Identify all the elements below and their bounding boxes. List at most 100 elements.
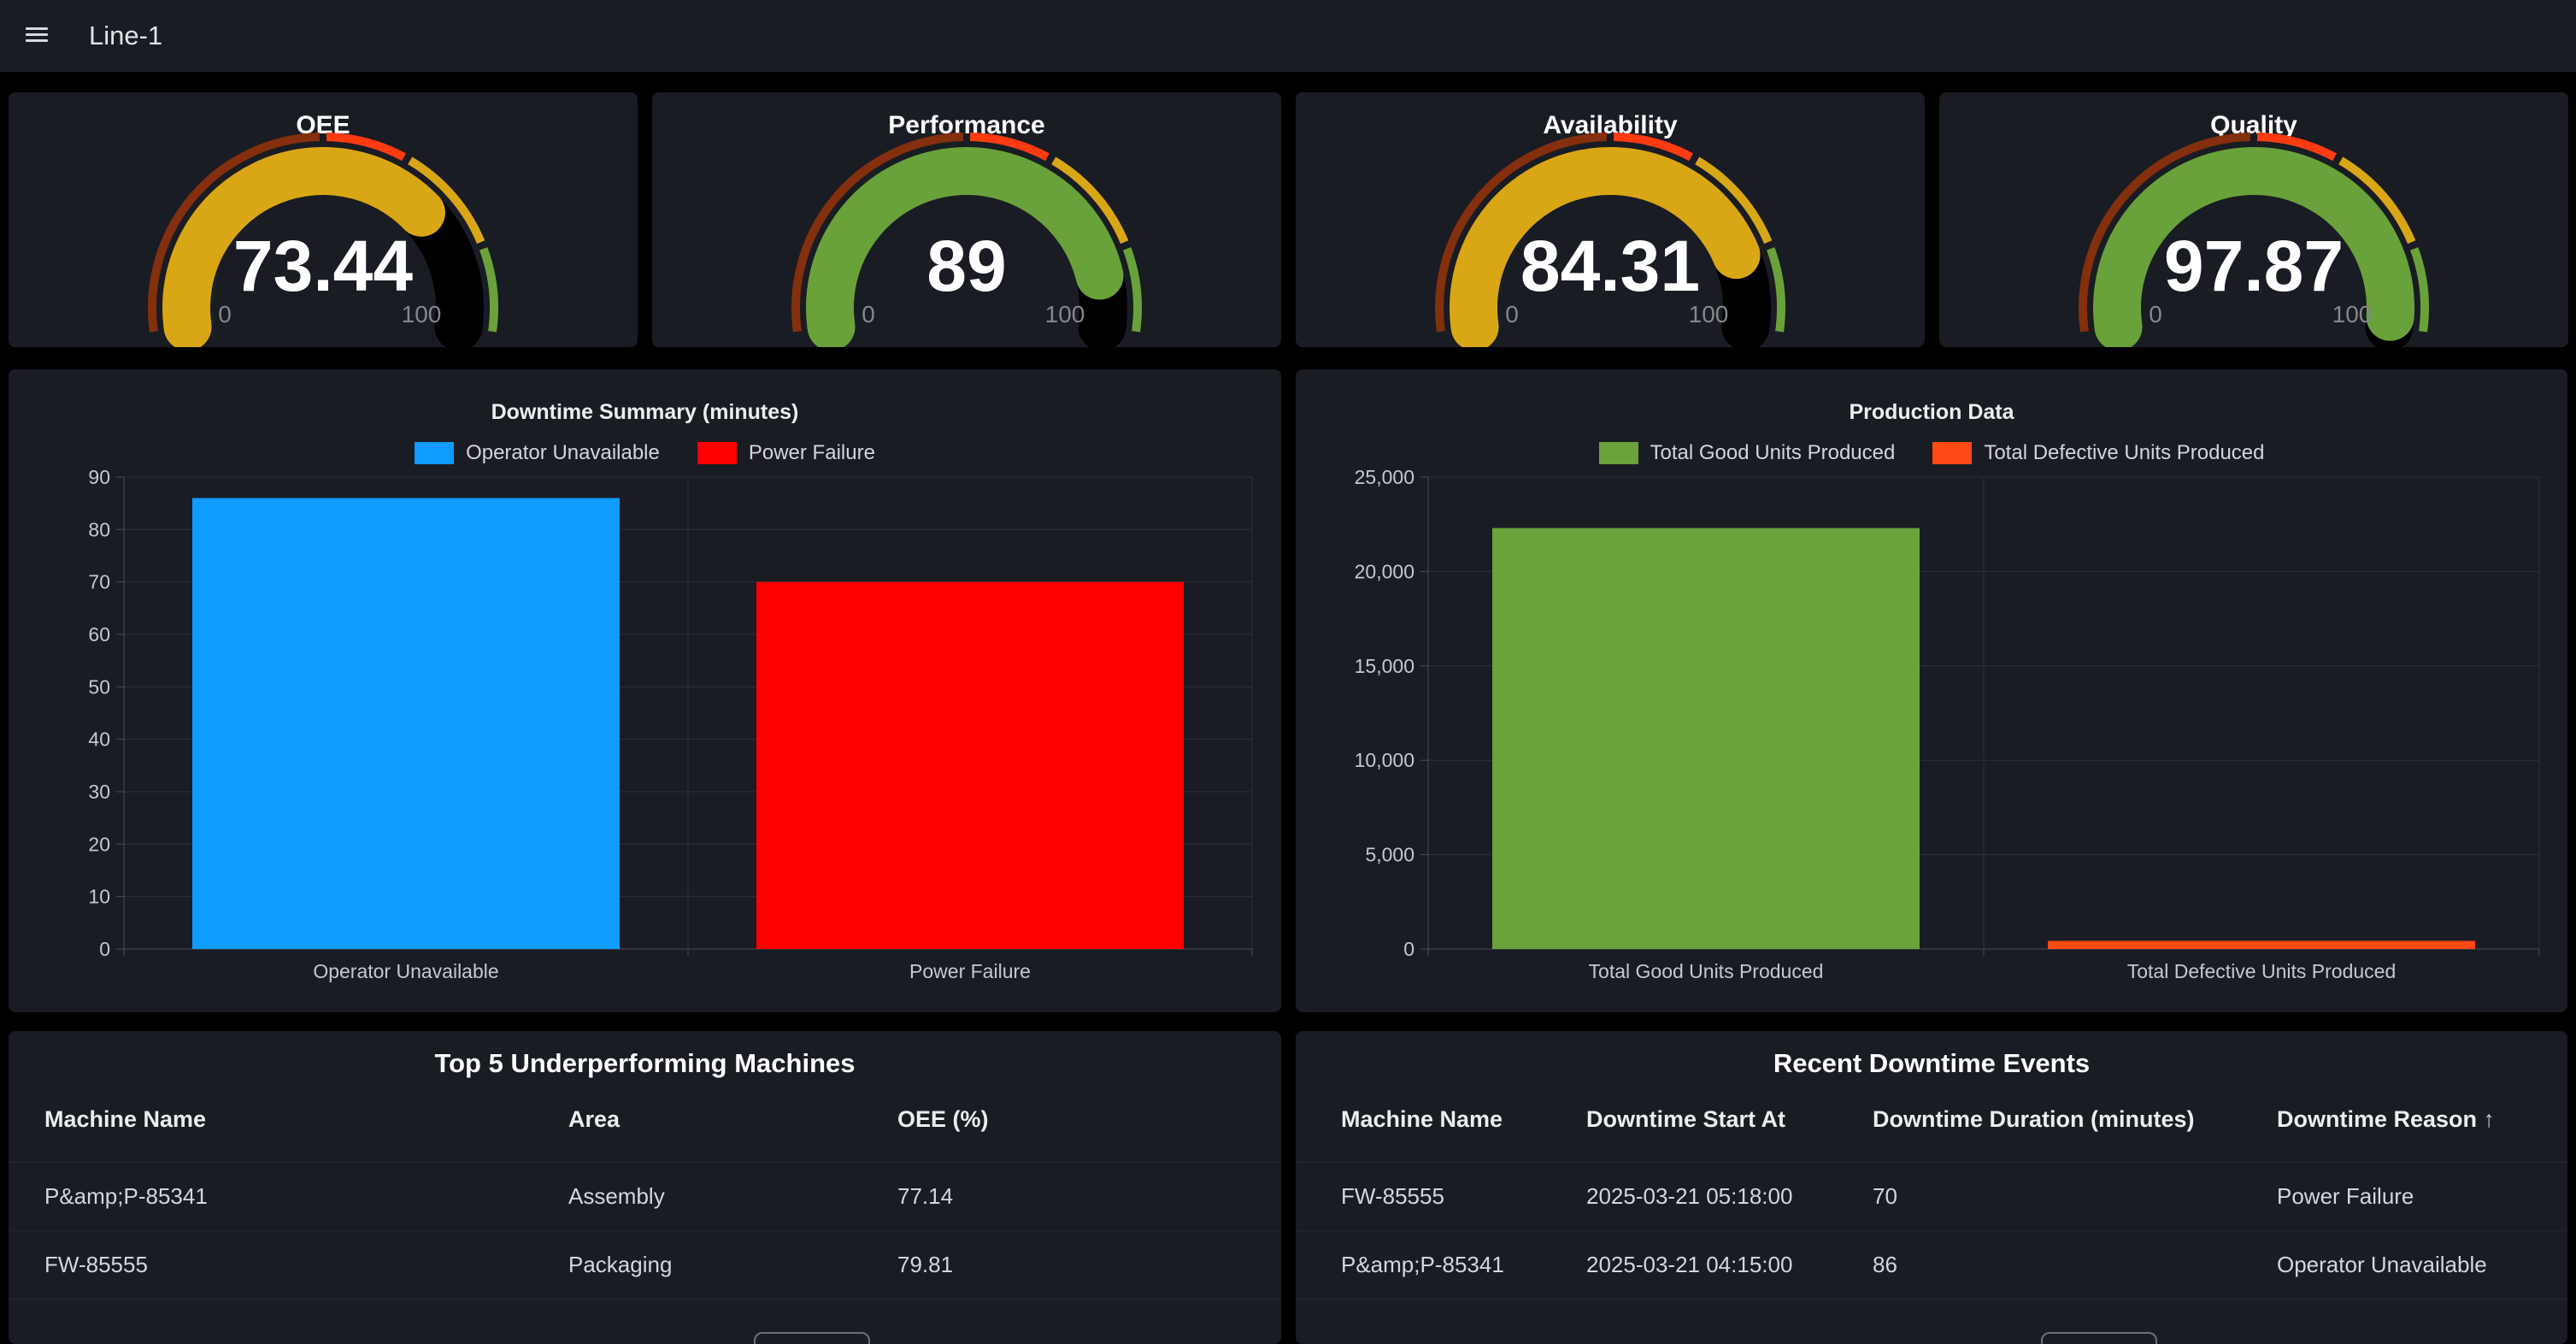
gauge-value-arc: [2093, 147, 2414, 347]
gauge-threshold-arc: [1051, 156, 1129, 245]
underperforming-machines-table: Machine Name Area OEE (%) P&amp;P-85341 Ass…: [9, 1077, 1281, 1300]
legend-item[interactable]: Operator Unavailable: [415, 441, 660, 465]
bar[interactable]: [756, 581, 1184, 949]
legend-color-chip: [1932, 442, 1973, 464]
table-row: P&amp;P-85341 2025-03-21 04:15:00 86 Operat…: [1296, 1231, 2567, 1300]
y-tick-label: 25,000: [1355, 469, 1414, 488]
table-cell: P&amp;P-85341: [44, 1183, 208, 1209]
top-nav-bar: Line-1: [0, 0, 2576, 72]
table-header-row: Machine Name Downtime Start At Downtime Du…: [1296, 1077, 2567, 1163]
bar[interactable]: [1492, 528, 1920, 949]
hamburger-bar: [26, 33, 48, 36]
y-tick-label: 40: [88, 728, 110, 751]
chart-title: Downtime Summary (minutes): [491, 400, 799, 424]
table-row: P&amp;P-85341 Assembly 77.14: [9, 1163, 1281, 1231]
table-title: Top 5 Underperforming Machines: [434, 1048, 856, 1078]
column-header[interactable]: Machine Name: [44, 1106, 207, 1132]
underperforming-machines-panel: Top 5 Underperforming Machines Machine N…: [9, 1031, 1281, 1344]
gauge-value-arc: [1450, 147, 1761, 347]
gauge-threshold-arc: [479, 247, 498, 333]
legend-item[interactable]: Power Failure: [697, 441, 875, 465]
column-header[interactable]: Downtime Duration (minutes): [1873, 1106, 2195, 1132]
chart-title: Production Data: [1849, 400, 2014, 424]
legend-label: Power Failure: [748, 441, 875, 464]
column-header[interactable]: Machine Name: [1341, 1106, 1503, 1132]
gauge-threshold-arc: [1613, 133, 1693, 162]
gauge-value-arc: [806, 147, 1124, 347]
table-cell: FW-85555: [44, 1252, 148, 1277]
chart-legend: Total Good Units Produced Total Defective…: [1296, 441, 2567, 465]
table-row: FW-85555 Packaging 79.81: [9, 1231, 1281, 1300]
gauge-threshold-arc: [148, 133, 321, 333]
bar[interactable]: [2048, 940, 2475, 949]
column-header[interactable]: Area: [568, 1106, 620, 1132]
panel-title: Performance: [888, 111, 1045, 139]
gauge-threshold-arc: [408, 156, 485, 245]
legend-color-chip: [1598, 442, 1638, 464]
gauge-min-label: 0: [218, 301, 232, 327]
dashboard-title: Line-1: [89, 21, 163, 50]
table-body: P&amp;P-85341 Assembly 77.14 FW-85555 Packag…: [9, 1163, 1281, 1300]
y-tick-label: 10: [88, 886, 110, 908]
table-cell: FW-85555: [1341, 1183, 1444, 1209]
legend-item[interactable]: Total Good Units Produced: [1598, 441, 1896, 465]
gauge-value: 89: [926, 226, 1006, 306]
gauge-max-label: 100: [1045, 301, 1085, 327]
legend-label: Total Good Units Produced: [1650, 441, 1896, 464]
column-header[interactable]: Downtime Reason ↑: [2277, 1106, 2496, 1132]
gauge-max-label: 100: [2332, 301, 2373, 327]
gauge-value: 73.44: [233, 226, 413, 306]
gauge-max-label: 100: [1689, 301, 1729, 327]
gauge-threshold-arc: [2338, 156, 2416, 245]
y-tick-label: 50: [88, 675, 110, 698]
bar[interactable]: [192, 498, 620, 949]
gauge-threshold-arc: [791, 133, 964, 333]
column-header[interactable]: OEE (%): [897, 1106, 989, 1132]
hamburger-menu-icon[interactable]: [26, 24, 51, 48]
gauge-panel-availability: Availability 84.31 0 100: [1296, 92, 1925, 347]
legend-item[interactable]: Total Defective Units Produced: [1932, 441, 2265, 465]
column-header[interactable]: Downtime Start At: [1586, 1106, 1786, 1132]
legend-label: Total Defective Units Produced: [1984, 441, 2265, 464]
quality-gauge: 97.870 100: [2079, 133, 2429, 347]
table-body: FW-85555 2025-03-21 05:18:00 70 Power Failu…: [1296, 1163, 2567, 1300]
downtime-summary-panel: Downtime Summary (minutes) Operator Unav…: [9, 369, 1281, 1012]
table-title: Recent Downtime Events: [1773, 1048, 2091, 1078]
gauge-threshold-arc: [326, 133, 406, 162]
downtime-summary-chart: 0 10 20 30 40 50 60 70 80 90 Operator Unavailable P…: [88, 469, 1253, 982]
y-tick-label: 10,000: [1355, 749, 1414, 771]
y-tick-label: 15,000: [1355, 655, 1414, 677]
pagination-button[interactable]: [2041, 1332, 2157, 1344]
y-tick-label: 80: [88, 518, 110, 540]
y-tick-label: 20,000: [1355, 560, 1414, 582]
table-cell: Packaging: [568, 1252, 673, 1277]
gauge-min-label: 0: [862, 301, 875, 327]
x-category-label: Total Good Units Produced: [1589, 960, 1824, 982]
gauge-min-label: 0: [1505, 301, 1519, 327]
recent-downtime-events-table: Machine Name Downtime Start At Downtime Du…: [1296, 1077, 2567, 1300]
sort-ascending-icon: ↑: [2477, 1106, 2496, 1132]
table-cell: P&amp;P-85341: [1341, 1252, 1504, 1277]
panel-title: Quality: [2210, 111, 2297, 139]
table-cell: 79.81: [897, 1252, 954, 1277]
table-cell: Operator Unavailable: [2277, 1252, 2487, 1277]
pagination-button[interactable]: [754, 1332, 870, 1344]
gauge-max-label: 100: [402, 301, 442, 327]
table-header-row: Machine Name Area OEE (%): [9, 1077, 1281, 1163]
table-row: FW-85555 2025-03-21 05:18:00 70 Power Failu…: [1296, 1163, 2567, 1231]
gauge-panel-quality: Quality 97.87 0 100: [1939, 92, 2568, 347]
gauge-value-arc: [162, 147, 445, 347]
availability-gauge: 84.310 100: [1435, 133, 1785, 347]
panel-title: Availability: [1543, 111, 1678, 139]
table-cell: 70: [1873, 1183, 1897, 1209]
y-tick-label: 60: [88, 623, 110, 645]
gauge-threshold-arc: [1766, 247, 1785, 333]
gauge-panel-performance: Performance 89 0 100: [652, 92, 1281, 347]
gauge-value: 97.87: [2164, 226, 2344, 306]
hamburger-bar: [26, 39, 48, 42]
legend-color-chip: [415, 442, 455, 464]
table-cell: 2025-03-21 04:15:00: [1586, 1252, 1793, 1277]
production-data-chart: 0 5,000 10,000 15,000 20,000 25,000 Total Good…: [1355, 469, 2540, 982]
y-tick-label: 70: [88, 571, 110, 593]
gauge-threshold-arc: [2256, 133, 2337, 162]
